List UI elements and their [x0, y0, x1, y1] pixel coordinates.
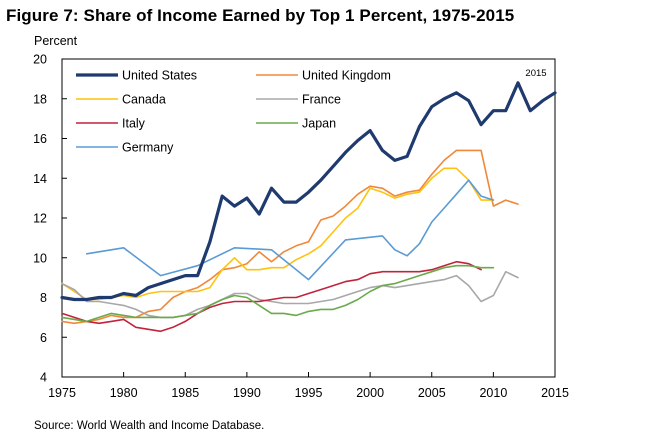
legend-label-canada: Canada: [122, 93, 166, 107]
x-tick-label: 2005: [418, 386, 446, 400]
y-tick-label: 8: [40, 291, 47, 305]
series-line-japan: [61, 264, 495, 323]
series-line-france: [61, 270, 519, 319]
x-tick-label: 2015: [541, 386, 569, 400]
y-tick-label: 10: [33, 251, 47, 265]
y-tick-label: 20: [33, 53, 47, 67]
series-lines: [60, 81, 557, 333]
axes: Percent 4 6 8 10 12 14 16 18 20 1975 1980 1985 1990 19…: [33, 34, 569, 400]
x-tick-label: 1985: [171, 386, 199, 400]
legend-label-germany: Germany: [122, 141, 174, 155]
plot-frame: [61, 58, 556, 378]
y-tick-label: 14: [33, 172, 47, 186]
legend-label-united-kingdom: United Kingdom: [302, 69, 391, 83]
x-tick-label: 2010: [479, 386, 507, 400]
y-tick-label: 16: [33, 132, 47, 146]
y-tick-label: 6: [40, 331, 47, 345]
y-tick-label: 4: [40, 371, 47, 385]
y-tick-label: 18: [33, 92, 47, 106]
y-tick-label: 12: [33, 212, 47, 226]
legend-label-france: France: [302, 93, 341, 107]
x-tick-label: 1975: [48, 386, 76, 400]
series-line-canada: [61, 167, 495, 301]
legend-label-united-states: United States: [122, 69, 197, 83]
series-line-germany: [85, 179, 495, 281]
source-note: Source: World Wealth and Income Database…: [34, 420, 265, 432]
chart-title: Figure 7: Share of Income Earned by Top …: [6, 6, 515, 25]
y-axis-label: Percent: [34, 34, 78, 48]
legend-label-italy: Italy: [122, 117, 146, 131]
year-annotation: 2015: [525, 68, 546, 79]
legend: United States United Kingdom Canada France I…: [76, 69, 391, 155]
x-tick-label: 1990: [233, 386, 261, 400]
x-tick-label: 1995: [295, 386, 323, 400]
x-tick-label: 2000: [356, 386, 384, 400]
series-line-united-states: [60, 81, 557, 302]
legend-label-japan: Japan: [302, 117, 336, 131]
series-line-italy: [61, 260, 482, 333]
series-line-united-kingdom: [61, 149, 519, 325]
x-tick-label: 1980: [110, 386, 138, 400]
